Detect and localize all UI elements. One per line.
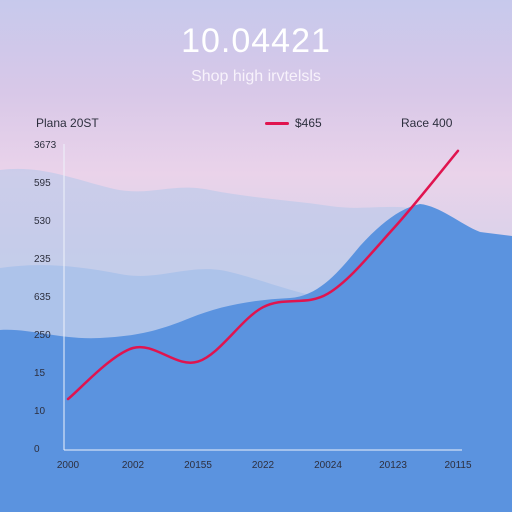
y-tick-label: 250: [34, 330, 51, 341]
y-tick-label: 635: [34, 292, 51, 303]
x-tick-label: 2000: [57, 460, 80, 471]
area-front: [0, 204, 512, 512]
x-tick-label: 20024: [314, 460, 342, 471]
series: [66, 149, 460, 401]
x-tick-label: 20155: [184, 460, 212, 471]
y-tick-label: 3673: [34, 140, 57, 151]
corner-right-label: Race 400: [401, 116, 453, 130]
axes: [63, 144, 462, 451]
y-tick-label: 10: [34, 406, 46, 417]
x-tick-label: 20115: [444, 460, 472, 471]
x-tick-label: 2022: [252, 460, 275, 471]
legend-swatch: [265, 121, 289, 125]
series-line: [66, 149, 460, 401]
y-tick-label: 530: [34, 216, 51, 227]
x-tick-label: 20123: [379, 460, 407, 471]
headline-value: 10.04421: [181, 22, 331, 60]
x-tick-label: 2002: [122, 460, 145, 471]
y-tick-label: 0: [34, 444, 40, 455]
corner-left-label: Plana 20ST: [36, 116, 99, 130]
tick-labels: 3673 595 530 235 635 250 15 10 0 2000 2002 20155 202…: [34, 140, 472, 471]
legend-label: $465: [295, 116, 322, 130]
legend: $465: [265, 116, 322, 130]
y-tick-label: 595: [34, 178, 51, 189]
y-tick-label: 15: [34, 368, 46, 379]
subheadline: Shop high irvtelsls: [191, 68, 321, 85]
y-tick-label: 235: [34, 254, 51, 265]
